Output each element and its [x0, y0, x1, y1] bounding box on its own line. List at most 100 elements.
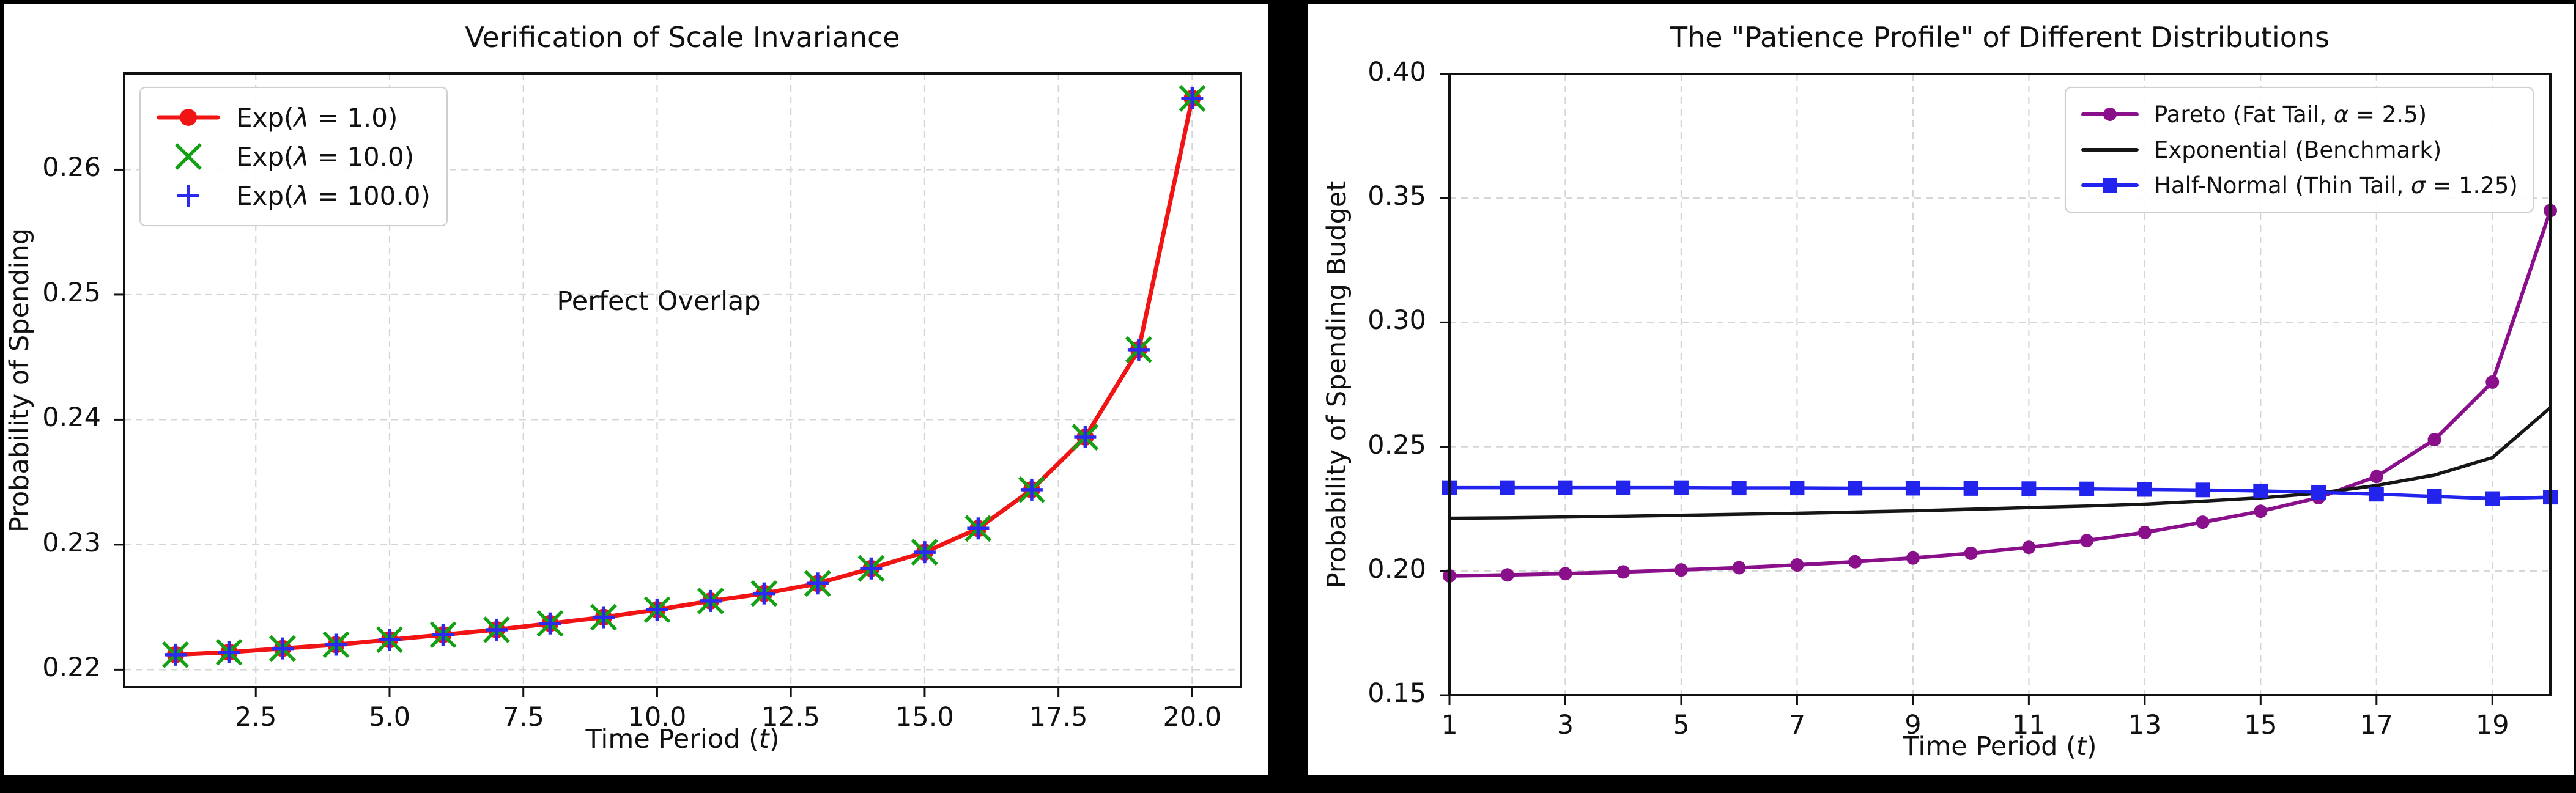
y-tick-label: 0.26	[42, 152, 101, 183]
y-axis-label: Probability of Spending Budget	[1322, 180, 1352, 589]
panel-divider	[1268, 0, 1308, 793]
y-tick-label: 0.25	[1368, 429, 1426, 460]
data-point-square	[1673, 480, 1689, 495]
legend-swatch-circle	[157, 109, 220, 126]
data-point-circle	[2080, 534, 2094, 548]
x-tick-label: 13	[2128, 710, 2162, 740]
data-point-circle	[2137, 525, 2152, 539]
x-tick-label: 2.5	[235, 702, 277, 732]
data-point-square	[2485, 491, 2500, 506]
legend-swatch-square	[2081, 178, 2139, 193]
axes-spines	[1448, 73, 2552, 696]
legend-swatch-x	[175, 143, 202, 170]
legend-label: Exp(λ = 10.0)	[236, 141, 415, 172]
x-tick-label: 7.5	[502, 702, 544, 732]
data-point-square	[1848, 481, 1863, 496]
series-line	[1448, 485, 2552, 501]
y-tick-label: 0.23	[42, 527, 101, 558]
data-point-circle	[180, 109, 197, 126]
x-tick-label: 9	[1904, 710, 1922, 740]
data-point-circle	[2196, 515, 2210, 529]
right-figure: 1 3 5 7 9 11 13 15 17 19 0.15 0.20 0.25 0.30 0.35 0.40 T…	[1308, 4, 2574, 775]
x-tick-label: 20.0	[1163, 702, 1222, 732]
y-tick-label: 0.35	[1368, 181, 1426, 212]
data-point-square	[2369, 487, 2384, 502]
data-point-circle	[1732, 561, 1746, 575]
axes-spines	[123, 72, 1242, 688]
data-point-square	[1616, 480, 1631, 495]
data-point-circle	[2369, 470, 2383, 484]
data-point-square	[2103, 178, 2117, 193]
legend-box: Pareto (Fat Tail, α = 2.5) Exponential (B…	[2065, 87, 2534, 213]
data-point-circle	[1848, 555, 1862, 569]
legend-swatch-circle	[2081, 108, 2139, 121]
data-point-square	[1500, 480, 1515, 495]
data-point-circle	[2427, 433, 2441, 447]
x-tick-label: 12.5	[761, 702, 821, 732]
legend-item: Exp(λ = 10.0)	[157, 137, 431, 176]
data-point-square	[1731, 481, 1747, 496]
legend-item: Exp(λ = 1.0)	[157, 98, 431, 137]
y-tick-label: 0.15	[1368, 678, 1426, 709]
y-tick-label: 0.22	[42, 652, 101, 684]
data-point-square	[1963, 481, 1978, 496]
y-tick-label: 0.25	[42, 277, 101, 308]
series-line	[1448, 406, 2552, 520]
data-point-circle	[1964, 546, 1978, 560]
data-point-square	[2195, 482, 2210, 498]
data-point-square	[1905, 481, 1920, 496]
legend-label: Exp(λ = 100.0)	[236, 180, 431, 211]
y-tick-label: 0.30	[1368, 305, 1426, 336]
data-point-square	[2253, 483, 2268, 498]
y-tick-label: 0.40	[1368, 57, 1426, 87]
legend-swatch-plus	[177, 185, 199, 207]
data-point-circle	[2103, 108, 2117, 121]
x-tick-label: 17	[2359, 710, 2394, 740]
legend-swatch-none	[2081, 148, 2139, 152]
plot-area	[1440, 73, 2558, 705]
x-tick-label: 10.0	[627, 702, 687, 732]
legend-item: Pareto (Fat Tail, α = 2.5)	[2081, 97, 2518, 132]
x-tick-label: 11	[2012, 710, 2046, 740]
chart-annotation: Perfect Overlap	[557, 286, 761, 317]
x-axis-label: Time Period (t)	[1903, 731, 2097, 762]
legend-label: Exponential (Benchmark)	[2154, 136, 2442, 163]
legend-label: Pareto (Fat Tail, α = 2.5)	[2154, 101, 2427, 128]
x-axis-label: Time Period (t)	[585, 724, 780, 754]
left-figure: 2.5 5.0 7.5 10.0 12.5 15.0 17.5 20.0 0.22 0.23 0.2…	[4, 4, 1268, 775]
data-point-square	[1790, 481, 1805, 496]
legend-label: Half-Normal (Thin Tail, σ = 1.25)	[2154, 172, 2518, 199]
y-tick-label: 0.24	[42, 402, 101, 433]
x-tick-label: 19	[2475, 710, 2509, 740]
x-tick-label: 15.0	[895, 702, 954, 732]
series-line	[1448, 208, 2552, 578]
data-point-square	[2137, 482, 2152, 497]
data-point-circle	[1500, 568, 1514, 582]
chart-title: Verification of Scale Invariance	[465, 21, 900, 54]
data-point-square	[2311, 484, 2326, 500]
data-point-circle	[2485, 375, 2500, 389]
data-point-square	[2079, 481, 2095, 496]
data-point-circle	[1616, 565, 1630, 579]
data-point-square	[2427, 489, 2442, 504]
x-tick-label: 5	[1673, 710, 1690, 740]
x-tick-label: 17.5	[1029, 702, 1088, 732]
legend-label: Exp(λ = 1.0)	[236, 102, 398, 133]
x-tick-label: 1	[1441, 710, 1458, 740]
data-point-circle	[1558, 567, 1572, 581]
legend-item: Half-Normal (Thin Tail, σ = 1.25)	[2081, 168, 2518, 203]
plot-area	[114, 72, 1242, 697]
x-tick-label: 15	[2243, 710, 2278, 740]
x-tick-label: 7	[1788, 710, 1806, 740]
x-tick-label: 3	[1556, 710, 1574, 740]
data-point-circle	[2254, 504, 2268, 518]
y-axis-label: Probability of Spending	[4, 227, 35, 533]
data-point-circle	[1906, 551, 1920, 565]
data-point-square	[1558, 480, 1573, 495]
legend-item: Exponential (Benchmark)	[2081, 132, 2518, 168]
data-point-square	[2021, 481, 2037, 496]
y-tick-label: 0.20	[1368, 553, 1426, 585]
data-point-x	[175, 143, 202, 170]
data-point-circle	[1674, 563, 1688, 577]
